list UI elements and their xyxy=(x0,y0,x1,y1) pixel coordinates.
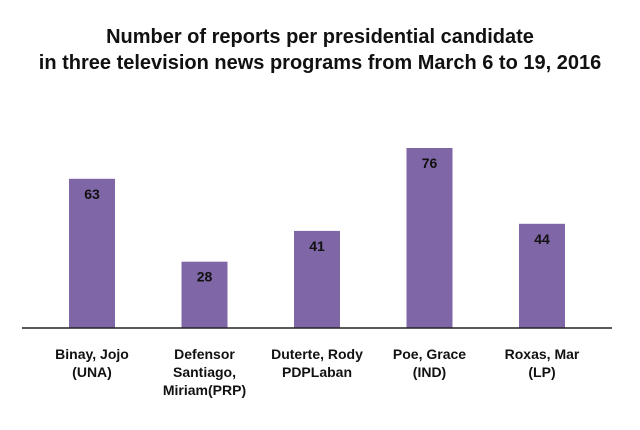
bar-0 xyxy=(69,178,115,328)
category-label-1-line-2: Miriam(PRP) xyxy=(162,382,247,398)
category-label-1: Defensor Santiago, Miriam(PRP) xyxy=(140,345,270,399)
chart-title-line-1: Number of reports per presidential candi… xyxy=(106,26,534,48)
bar-2 xyxy=(294,230,340,328)
category-label-3-line-1: (IND) xyxy=(412,364,447,380)
category-label-0-line-0: Binay, Jojo xyxy=(55,346,129,362)
category-label-4-line-0: Roxas, Mar xyxy=(504,346,580,362)
bar-value-label-4: 44 xyxy=(534,231,550,247)
category-label-4-line-1: (LP) xyxy=(528,364,556,380)
bar-value-label-1: 28 xyxy=(197,269,213,285)
category-label-2-line-1: PDPLaban xyxy=(281,364,352,380)
bars-group xyxy=(69,148,565,328)
chart-title-line-2: in three television news programs from M… xyxy=(38,52,602,74)
bar-3 xyxy=(406,148,453,328)
bar-value-label-2: 41 xyxy=(309,238,325,254)
category-label-2: Duterte, Rody PDPLaban xyxy=(252,345,382,381)
category-label-2-line-0: Duterte, Rody xyxy=(271,346,363,362)
category-label-1-line-0: Defensor xyxy=(174,346,235,362)
chart-title: Number of reports per presidential candi… xyxy=(0,24,640,76)
category-label-0-line-1: (UNA) xyxy=(72,364,112,380)
category-label-4: Roxas, Mar (LP) xyxy=(477,345,607,381)
category-label-3-line-0: Poe, Grace xyxy=(392,346,467,362)
bar-4 xyxy=(519,223,565,328)
category-label-3: Poe, Grace (IND) xyxy=(365,345,495,381)
bar-value-label-0: 63 xyxy=(84,186,100,202)
bar-value-label-3: 76 xyxy=(422,155,438,171)
value-labels-group: 63 28 41 76 44 xyxy=(84,155,550,285)
category-label-1-line-1: Santiago, xyxy=(172,364,236,380)
bar-1 xyxy=(181,261,228,328)
category-label-0: Binay, Jojo (UNA) xyxy=(27,345,157,381)
